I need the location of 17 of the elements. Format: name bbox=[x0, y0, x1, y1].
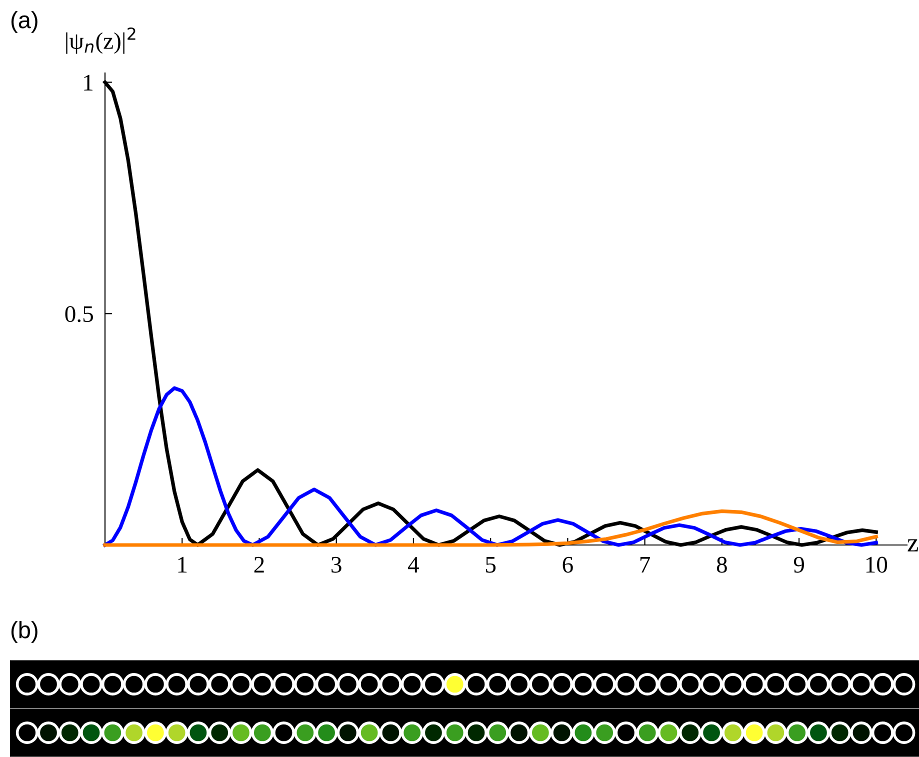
x-tick-label: 2 bbox=[254, 556, 264, 572]
x-tick-label: 5 bbox=[486, 557, 496, 573]
x-tick-label: 1 bbox=[178, 556, 187, 572]
text: (b) bbox=[11, 620, 38, 643]
chart-title: (a) bbox=[11, 10, 38, 33]
x-tick-label: 4 bbox=[408, 556, 419, 572]
x-tick-label: 6 bbox=[562, 556, 573, 573]
x-tick-label: 10 bbox=[866, 556, 888, 573]
y-tick-label: 0.5 bbox=[65, 306, 93, 322]
x-tick-label: 8 bbox=[716, 556, 727, 573]
y-axis-title: |ψ$_{n}$(z)|$^{2}$ bbox=[66, 27, 136, 54]
line-series bbox=[103, 386, 878, 547]
x-axis-title: z bbox=[908, 539, 918, 552]
x-tick-label: 9 bbox=[794, 556, 804, 573]
x-tick-label: 7 bbox=[640, 557, 650, 572]
x-tick-label: 3 bbox=[332, 556, 342, 573]
line-series bbox=[103, 509, 878, 547]
